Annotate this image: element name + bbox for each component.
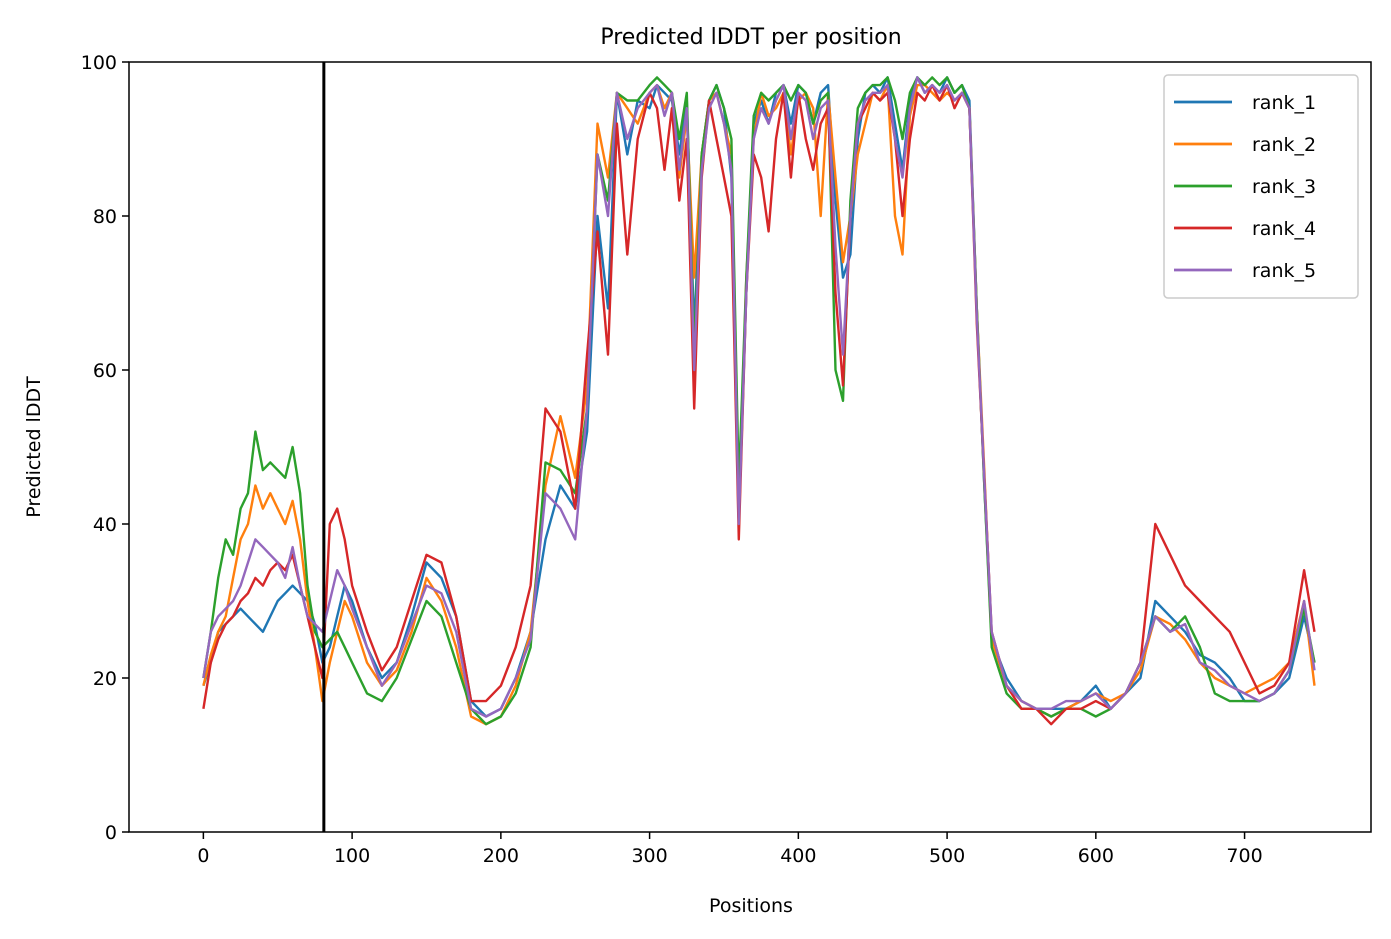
x-tick-label: 500 xyxy=(929,845,965,867)
x-tick-label: 200 xyxy=(483,845,519,867)
x-tick-label: 700 xyxy=(1226,845,1262,867)
x-tick-label: 300 xyxy=(631,845,667,867)
y-tick-label: 60 xyxy=(93,360,117,382)
series-layer xyxy=(202,76,1316,726)
legend-label-rank-1: rank_1 xyxy=(1252,92,1316,114)
legend: rank_1 rank_2 rank_3 rank_4 rank_5 xyxy=(1163,74,1359,299)
legend-label-rank-2: rank_2 xyxy=(1252,134,1316,156)
x-tick-label: 600 xyxy=(1078,845,1114,867)
x-tick-label: 400 xyxy=(780,845,816,867)
plot-area xyxy=(202,62,1316,832)
legend-label-rank-3: rank_3 xyxy=(1252,176,1316,198)
y-tick-label: 40 xyxy=(93,514,117,536)
x-axis: 0 100 200 300 400 500 600 700 xyxy=(197,832,1263,867)
x-tick-label: 100 xyxy=(334,845,370,867)
legend-label-rank-5: rank_5 xyxy=(1252,260,1316,282)
x-tick-label: 0 xyxy=(197,845,209,867)
series-line-rank-5 xyxy=(202,76,1316,718)
legend-frame xyxy=(1163,74,1359,299)
y-tick-label: 20 xyxy=(93,668,117,690)
chart-title: Predicted lDDT per position xyxy=(600,25,901,50)
y-axis: 0 20 40 60 80 100 xyxy=(81,52,129,844)
series-line-rank-4 xyxy=(202,83,1316,726)
y-tick-label: 80 xyxy=(93,206,117,228)
series-line-rank-2 xyxy=(202,83,1316,726)
y-tick-label: 100 xyxy=(81,52,117,74)
legend-label-rank-4: rank_4 xyxy=(1252,218,1316,240)
y-axis-label: Predicted lDDT xyxy=(23,376,45,518)
plot-frame xyxy=(128,61,1372,833)
y-tick-label: 0 xyxy=(105,822,117,844)
x-axis-label: Positions xyxy=(709,895,793,917)
